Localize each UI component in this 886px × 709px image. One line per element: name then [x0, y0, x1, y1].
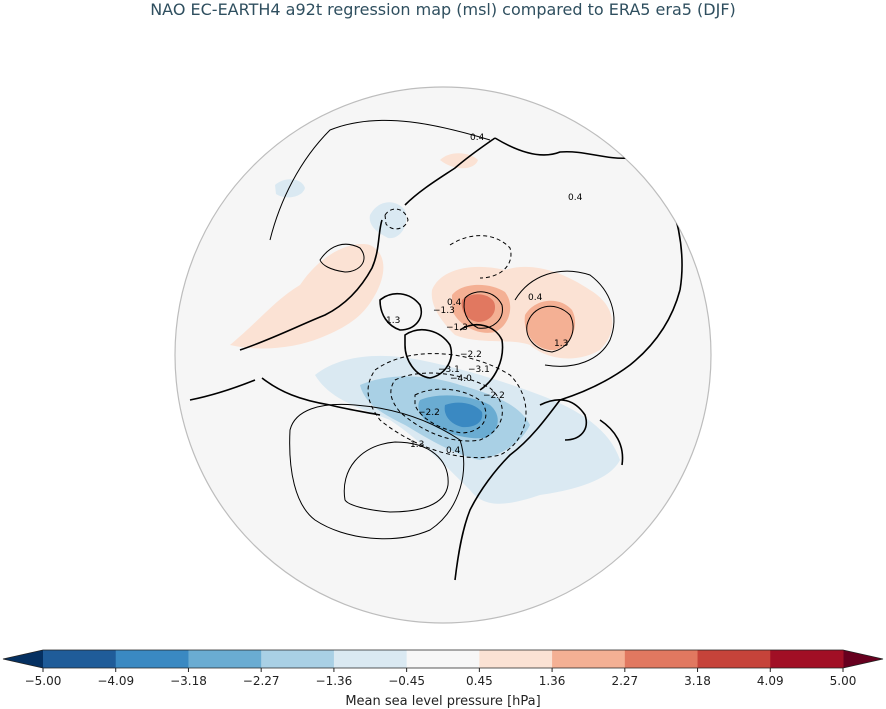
colorbar-extend-low: [3, 650, 43, 668]
colorbar-segment: [43, 650, 117, 668]
contour-label: −3.1: [438, 365, 460, 375]
colorbar-segment: [479, 650, 553, 668]
contour-label: −4.0: [450, 374, 472, 384]
colorbar-tick-label: −3.18: [170, 674, 207, 688]
contour-label: −2.2: [418, 408, 440, 418]
colorbar-tick-label: 5.00: [830, 674, 857, 688]
colorbar-tick-label: 4.09: [757, 674, 784, 688]
contour-label: 1.3: [386, 316, 400, 326]
colorbar-tick-label: −5.00: [25, 674, 62, 688]
contour-lines: [269, 119, 615, 540]
negative-anomaly-atlantic-peak: [444, 402, 483, 428]
contour-label: 0.4: [568, 193, 583, 203]
colorbar-tick-label: −0.45: [388, 674, 425, 688]
colorbar-segment: [552, 650, 626, 668]
contour-label: 0.4: [528, 293, 543, 303]
contour-label: 1.3: [410, 440, 424, 450]
colorbar-label: Mean sea level pressure [hPa]: [345, 694, 541, 709]
contour-label: −2.2: [483, 391, 505, 401]
colorbar-segment: [261, 650, 335, 668]
colorbar-tick-label: 2.27: [611, 674, 638, 688]
colorbar-ticks: −5.00 −4.09 −3.18 −2.27 −1.36 −0.45 0.45 1.36 2.…: [25, 668, 857, 688]
contour-label: 0.4: [447, 298, 462, 308]
contour-label: 0.4: [446, 446, 461, 456]
contour-label-group: 0.4 0.4 0.4 0.4 1.3 1.3 −1.3 −1.3 −2.2 −…: [386, 133, 583, 456]
colorbar-segment: [770, 650, 844, 668]
contour-label: −2.2: [460, 350, 482, 360]
map-title: NAO EC-EARTH4 a92t regression map (msl) …: [150, 0, 736, 19]
negative-contour-lines: [367, 208, 527, 459]
colorbar: −5.00 −4.09 −3.18 −2.27 −1.36 −0.45 0.45 1.36 2.…: [2, 649, 884, 688]
contour-label: 1.3: [554, 339, 568, 349]
colorbar-segment: [188, 650, 262, 668]
contour-label: −1.3: [446, 323, 468, 333]
negative-anomaly-pacific-small: [275, 179, 305, 198]
colorbar-extend-high: [843, 650, 883, 668]
colorbar-segment: [697, 650, 771, 668]
colorbar-tick-label: −4.09: [97, 674, 134, 688]
map-disk: [174, 86, 712, 624]
positive-anomaly-north-america: [230, 244, 384, 349]
colorbar-tick-label: 1.36: [539, 674, 566, 688]
colorbar-segment: [115, 650, 189, 668]
colorbar-tick-label: −2.27: [243, 674, 280, 688]
colorbar-segment: [333, 650, 408, 668]
contour-label: −3.1: [468, 365, 490, 375]
colorbar-segment: [406, 650, 480, 668]
contour-label: 0.4: [470, 133, 485, 143]
colorbar-tick-label: 3.18: [684, 674, 711, 688]
polar-regression-map: 0.4 0.4 0.4 0.4 1.3 1.3 −1.3 −1.3 −2.2 −…: [174, 86, 712, 624]
colorbar-segment: [624, 650, 699, 668]
positive-anomaly-alaska-peak: [461, 294, 496, 322]
colorbar-tick-label: 0.45: [466, 674, 493, 688]
colorbar-fills: [2, 649, 884, 669]
colorbar-tick-label: −1.36: [316, 674, 353, 688]
contour-label: −1.3: [433, 306, 455, 316]
positive-anomaly-siberia-core: [524, 300, 576, 351]
